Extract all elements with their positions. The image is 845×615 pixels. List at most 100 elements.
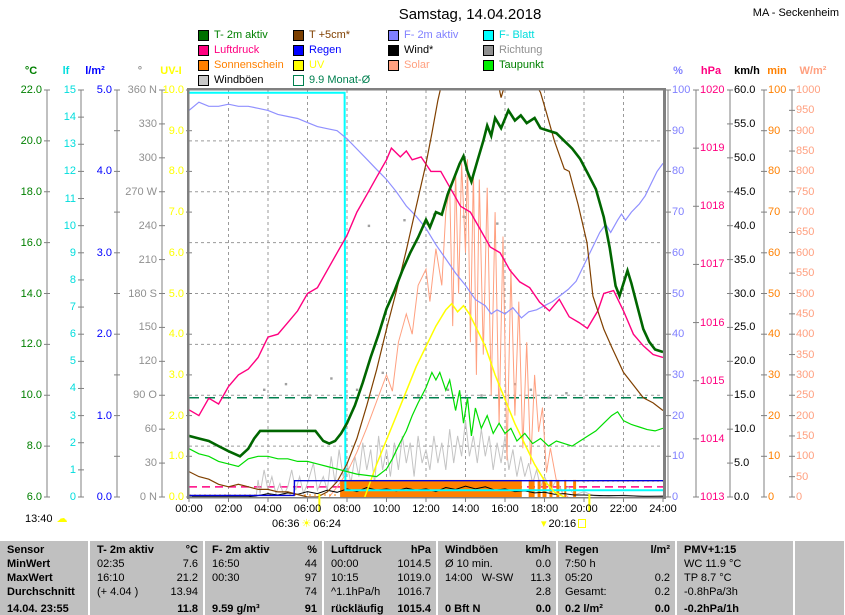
axis-tick-W/m²: 0 [796,491,803,503]
axis-tick-°: 0 N [139,491,157,503]
axis-tick-°: 240 [138,219,157,232]
x-axis-label-1200: 12:00 [412,503,440,515]
table-cell-text: 7.6 [182,558,198,570]
axis-tick-lf: 11 [64,192,76,205]
axis-tick-km/h: 10.0 [734,423,756,436]
axis-tick-l/m²: 0.0 [96,491,112,503]
legend-label: T +5cm* [309,29,351,41]
axis-tick-lf: 8 [69,273,76,286]
axis-tick-km/h: 15.0 [734,389,756,402]
legend-label: T- 2m aktiv [214,29,268,41]
table-cell-text: -0.2hPa/1h [684,603,740,615]
axis-header-hPa: hPa [700,65,722,77]
table-cell: 2.8 [438,585,556,599]
axis-tick-min: 60 [768,246,781,259]
series-uv [364,302,565,497]
table-cell: 11.8 [90,602,203,615]
x-axis-label-1600: 16:00 [491,503,519,515]
table-col-header: Luftdruck hPa [324,543,436,557]
axis-tick-min: 10 [768,450,781,463]
x-axis-label-0200: 02:00 [214,503,243,515]
legend-swatch [293,29,304,41]
series-luftdruck [189,146,663,417]
table-cell-text: rückläufig [331,603,384,615]
table-col-empty [795,541,844,615]
axis-tick-%: 60 [672,246,685,259]
axis-tick-UV-I: 3.0 [168,368,184,381]
axis-tick-lf: 9 [69,246,76,259]
table-cell-text: 91 [304,603,317,615]
axis-tick-UV-I: 8.0 [168,165,184,178]
axis-tick-%: 30 [672,368,685,381]
axis-tick-°C: 12.0 [20,338,42,351]
axis-tick-km/h: 20.0 [734,355,756,368]
table-cell: TP 8.7 °C [677,571,793,585]
axis-tick-°C: 10.0 [20,389,42,402]
current-time: 13:40 ☁ [25,512,68,526]
table-cell: (+ 4.04 ) 13.94 [90,585,203,599]
axis-tick-hPa: 1013 [700,491,725,503]
table-cell-text: (+ 4.04 ) [97,586,139,598]
legend-swatch [198,29,209,41]
table-cell-text: 00:00 [331,558,359,570]
table-cell-text: 74 [304,586,317,598]
table-cell-text: 9.59 g/m³ [212,603,260,615]
x-axis-label-1800: 18:00 [530,503,559,515]
axis-header-min: min [767,65,787,77]
axis-tick-W/m²: 200 [796,409,815,422]
table-col-regen: Regen l/m² 7:50 h 05:20 0.2 Gesamt: 0.2 0.2 l/m… [558,541,675,615]
legend-swatch [483,29,494,41]
table-cell-text: 0.0 [535,603,551,615]
axis-tick-hPa: 1020 [700,84,725,96]
table-col-header: F- 2m aktiv% [205,543,322,557]
table-cell: 0 Bft N 0.0 [438,602,556,615]
axis-tick-W/m²: 1000 [796,84,821,96]
legend-item-luftdruck: Luftdruck [198,44,259,56]
table-cell-text: -0.8hPa/3h [684,586,738,598]
table-header-text: Windböen [445,544,499,556]
axis-tick-%: 90 [672,124,685,137]
axis-tick-°: 300 [138,151,157,164]
axis-tick-°: 330 [138,117,157,130]
series-f-blatt [189,91,663,492]
axis-tick-lf: 10 [63,219,76,232]
legend-item-windb-en: Windböen [198,74,264,86]
table-header-text: PMV+1:15 [684,544,737,556]
axis-tick-°C: 22.0 [20,84,42,96]
legend-label: 9.9 Monat-Ø [309,74,371,86]
table-cell-text: TP 8.7 °C [684,572,732,584]
legend-label: Luftdruck [214,44,260,56]
table-cell: WC 11.9 °C [677,557,793,571]
axis-tick-UV-I: 5.0 [168,287,184,300]
axis-header-°C: °C [24,65,38,77]
table-cell: 00:30 97 [205,571,322,585]
axis-tick-UV-I: 6.0 [168,246,184,259]
table-cell-text: 02:35 [97,558,125,570]
axis-tick-W/m²: 650 [796,226,815,239]
x-axis-label-2400: 24:00 [649,503,677,515]
table-cell-text: 0.0 [535,558,551,570]
table-cell: 00:00 1014.5 [324,557,436,571]
legend-swatch [293,59,304,71]
x-axis-label-0000: 00:00 [175,503,203,515]
page-title: Samstag, 14.04.2018 [398,6,542,23]
axis-header-%: % [673,65,683,77]
axis-tick-W/m²: 250 [796,389,815,402]
axis-tick-lf: 2 [69,436,76,449]
table-cell-text: 10:15 [331,572,359,584]
axis-header-km/h: km/h [734,65,760,77]
table-row-label: 14.04. 23:55 [7,603,69,615]
axis-tick-°C: 6.0 [26,491,42,503]
axis-header-W/m²: W/m² [799,65,827,77]
table-col-t-2m-aktiv: T- 2m aktiv °C 02:35 7.6 16:10 21.2 (+ 4.04 ) 1… [90,541,203,615]
table-cell: 05:20 0.2 [558,571,675,585]
table-cell-text: 13.94 [170,586,198,598]
legend-label: Solar [404,59,430,71]
axis-tick-km/h: 40.0 [734,219,756,232]
axis-tick-W/m²: 900 [796,124,815,137]
table-col-sensor: Sensor MinWert MaxWert Durchschnitt 14.04. 2… [0,541,88,615]
axis-header-UV-I: UV-I [160,65,182,77]
axis-tick-%: 0 [672,491,679,503]
table-cell: 02:35 7.6 [90,557,203,571]
